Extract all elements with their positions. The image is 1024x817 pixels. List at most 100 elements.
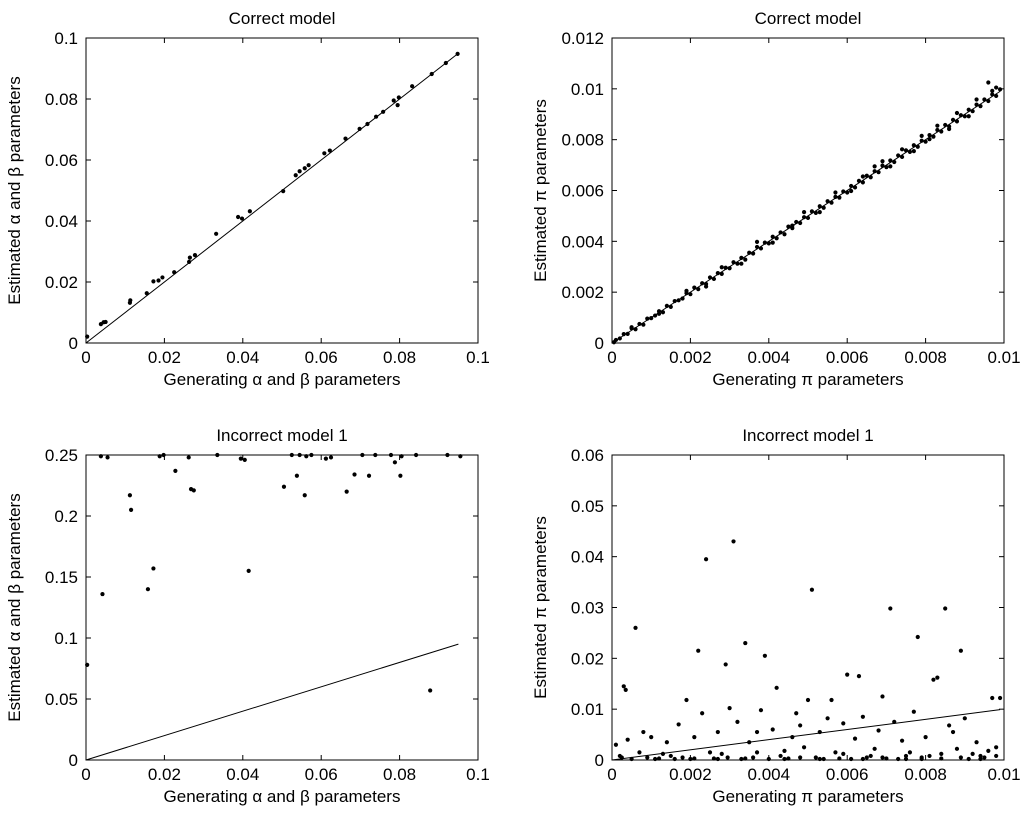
- data-point: [903, 756, 909, 762]
- x-tick-label: 0.004: [748, 348, 791, 367]
- data-point: [849, 756, 854, 762]
- data-point: [770, 240, 775, 245]
- data-point: [798, 723, 803, 728]
- y-tick-label: 0.15: [45, 568, 78, 587]
- data-point: [907, 750, 913, 755]
- x-tick-label: 0.01: [987, 765, 1020, 784]
- data-point: [962, 716, 967, 721]
- data-point: [186, 259, 192, 264]
- data-point: [309, 452, 314, 458]
- y-tick-label: 0.06: [45, 151, 78, 170]
- data-point: [173, 468, 178, 473]
- data-point: [766, 241, 771, 246]
- data-point: [144, 291, 149, 296]
- data-point: [641, 322, 646, 327]
- data-point: [302, 493, 307, 498]
- data-point: [899, 738, 905, 743]
- data-point: [304, 454, 309, 459]
- data-point: [747, 740, 752, 745]
- y-tick-label: 0.04: [571, 548, 604, 567]
- data-point: [978, 753, 983, 759]
- x-tick-label: 0.008: [904, 765, 947, 784]
- data-point: [328, 455, 334, 460]
- data-point: [366, 473, 372, 478]
- data-point: [700, 281, 705, 286]
- data-point: [172, 270, 177, 275]
- data-point: [247, 209, 252, 214]
- data-point: [322, 151, 327, 156]
- data-point: [774, 236, 779, 241]
- data-point: [935, 675, 940, 680]
- y-tick-label: 0.06: [571, 446, 604, 465]
- data-point: [943, 122, 948, 128]
- data-point: [911, 149, 916, 154]
- data-point: [954, 746, 960, 751]
- data-point: [343, 136, 348, 141]
- data-point: [429, 71, 434, 77]
- x-tick-label: 0.1: [466, 765, 490, 784]
- data-point: [841, 189, 846, 194]
- x-axis-label: Generating π parameters: [712, 787, 903, 806]
- data-point: [801, 215, 807, 220]
- data-point: [880, 163, 885, 168]
- data-point: [103, 319, 108, 325]
- data-point: [455, 51, 460, 56]
- axes-box: [85, 37, 479, 344]
- data-point: [845, 190, 850, 195]
- data-point: [903, 753, 909, 759]
- data-point: [235, 214, 241, 220]
- data-point: [246, 568, 251, 574]
- x-tick-label: 0.08: [383, 765, 416, 784]
- x-tick-label: 0.1: [466, 348, 490, 367]
- x-tick-label: 0.02: [148, 765, 181, 784]
- panel-title: Incorrect model 1: [216, 426, 347, 445]
- y-tick-label: 0: [69, 334, 78, 353]
- data-point: [856, 674, 862, 679]
- y-tick-label: 0.05: [571, 497, 604, 516]
- data-point: [943, 606, 948, 611]
- data-point: [860, 174, 865, 179]
- panel-title: Correct model: [229, 9, 336, 28]
- data-point: [692, 285, 697, 290]
- data-point: [790, 735, 795, 740]
- data-point: [653, 756, 658, 762]
- data-point: [672, 756, 677, 762]
- data-point: [293, 173, 298, 178]
- y-tick-label: 0.01: [571, 700, 604, 719]
- data-point: [821, 205, 826, 210]
- data-point: [954, 110, 960, 116]
- data-point: [841, 751, 846, 757]
- data-point: [794, 219, 799, 225]
- data-point: [664, 303, 669, 308]
- data-point: [633, 625, 638, 630]
- data-point: [621, 332, 626, 337]
- data-point: [128, 507, 134, 512]
- data-point: [735, 261, 740, 266]
- data-point: [723, 265, 728, 270]
- y-tick-label: 0.1: [54, 629, 78, 648]
- data-point: [997, 695, 1003, 701]
- data-point: [625, 331, 630, 336]
- data-point: [888, 158, 893, 163]
- data-point: [619, 755, 624, 760]
- data-point: [950, 117, 956, 122]
- data-point: [391, 98, 396, 103]
- data-point: [856, 178, 862, 183]
- data-point: [396, 95, 401, 100]
- data-point: [864, 755, 869, 760]
- data-point: [880, 755, 885, 760]
- data-point: [373, 452, 378, 458]
- data-point: [958, 648, 963, 653]
- data-point: [758, 708, 764, 713]
- data-point: [782, 232, 787, 237]
- data-point: [919, 138, 924, 143]
- data-point: [872, 746, 877, 751]
- data-point: [825, 716, 830, 721]
- data-point: [837, 756, 842, 761]
- data-point: [907, 149, 913, 154]
- data-point: [860, 756, 865, 762]
- data-point: [739, 255, 744, 260]
- x-tick-label: 0: [81, 348, 90, 367]
- data-point: [911, 709, 916, 714]
